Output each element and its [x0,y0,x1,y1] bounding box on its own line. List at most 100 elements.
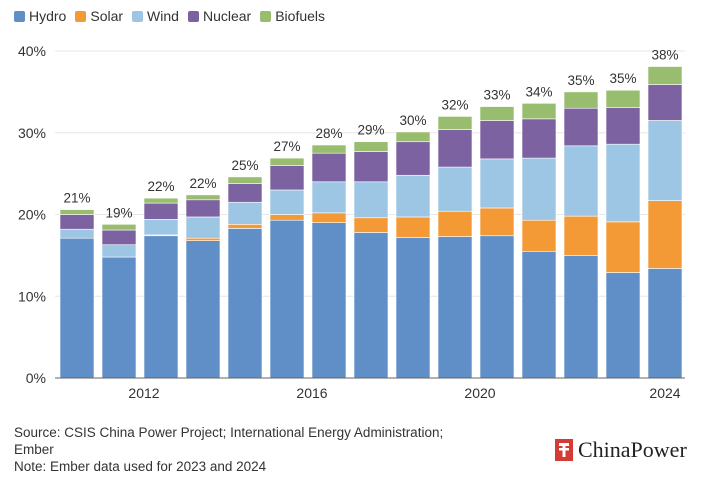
bar-total-label: 22% [189,176,216,191]
bar-segment-hydro [521,250,557,379]
y-tick-label: 10% [18,288,46,304]
bar-segment-biofuels [269,157,305,166]
bar-segment-wind [269,189,305,215]
bar-segment-nuclear [563,107,599,147]
bar-segment-wind [395,174,431,218]
bar-segment-nuclear [353,151,389,183]
bar-stack-2011 [101,224,137,379]
legend-label: Wind [147,8,179,24]
source-line-2: Ember [14,442,54,457]
bar-segment-wind [437,166,473,212]
bar-total-labels: 21% 19% 22% 22% 25% 27% 28% 29% 30% 32% 33% 34% 35% 3… [63,48,678,221]
bar-segment-hydro [395,237,431,379]
bar-segment-wind [563,145,599,217]
bar-segment-solar [521,219,557,252]
bar-segment-biofuels [185,194,221,201]
legend-item-solar: Solar [75,8,123,24]
bar-stack-2012 [143,197,179,379]
bar-total-label: 19% [105,205,132,220]
source-line-1: Source: CSIS China Power Project; Intern… [14,425,444,440]
bar-segment-hydro [101,256,137,379]
bar-stack-2014 [227,176,263,379]
bar-segment-biofuels [353,141,389,152]
bar-segment-biofuels [101,224,137,231]
bar-segment-hydro [185,240,221,379]
bar-segment-hydro [59,237,95,379]
logo-text: ChinaPower [578,437,687,462]
bar-stack-2023 [605,89,641,379]
bar-segment-hydro [605,272,641,379]
legend-label: Nuclear [202,8,252,24]
bar-segment-nuclear [269,165,305,191]
bar-segment-hydro [353,232,389,379]
bar-segment-hydro [227,228,263,379]
bar-segment-nuclear [311,152,347,183]
bar-stack-2024 [647,66,683,379]
bar-segment-wind [479,158,515,209]
bar-stack-2016 [311,144,347,379]
bar-segment-biofuels [227,176,263,184]
y-tick-label: 20% [18,207,46,223]
bar-total-label: 34% [525,84,552,99]
bar-segment-biofuels [143,197,179,204]
bar-segment-wind [311,181,347,214]
bar-segment-biofuels [311,144,347,154]
bar-segment-biofuels [395,131,431,143]
bar-total-label: 22% [147,179,174,194]
bar-segment-nuclear [647,84,683,121]
bar-total-label: 35% [567,73,594,88]
bar-segment-hydro [311,222,347,379]
x-tick-label: 2016 [296,385,327,401]
bar-stack-2010 [59,209,95,379]
legend-swatch [75,10,87,22]
bar-total-label: 33% [483,88,510,103]
x-tick-label: 2024 [649,385,680,401]
bar-segment-hydro [269,219,305,379]
chinapower-logo-icon [555,439,573,461]
bar-segment-wind [353,181,389,219]
bar-stack-2018 [395,131,431,379]
y-tick-label: 40% [18,43,46,59]
legend-item-hydro: Hydro [14,8,66,24]
bar-segment-wind [521,157,557,221]
bar-segment-nuclear [521,118,557,159]
bar-total-label: 27% [273,139,300,154]
bars [59,66,683,379]
bar-segment-solar [227,224,263,229]
bar-segment-biofuels [647,66,683,85]
bar-segment-wind [647,120,683,201]
legend-label: Solar [90,8,124,24]
bar-segment-solar [353,217,389,233]
bar-total-label: 38% [651,48,678,63]
y-axis-tick-labels: 0% 10% 20% 30% 40% [18,43,46,386]
chart-legend: Hydro Solar Wind Nuclear Biofuels [14,6,334,26]
bar-segment-hydro [143,235,179,379]
bar-total-label: 32% [441,97,468,112]
bar-stack-2022 [563,91,599,379]
bar-segment-biofuels [521,103,557,120]
bar-total-label: 29% [357,123,384,138]
bar-total-label: 28% [315,126,342,141]
chinapower-logo: ChinaPower [555,437,687,463]
legend-swatch [14,10,25,22]
bar-segment-solar [395,216,431,238]
bar-segment-solar [563,215,599,256]
bar-segment-nuclear [605,107,641,145]
bar-segment-wind [59,228,95,239]
bar-stack-2019 [437,116,473,379]
bar-segment-nuclear [143,202,179,220]
y-tick-label: 30% [18,125,46,141]
legend-item-nuclear: Nuclear [187,8,252,24]
legend-item-biofuels: Biofuels [260,8,325,24]
bar-segment-hydro [479,235,515,379]
bar-segment-nuclear [395,141,431,176]
bar-segment-nuclear [101,229,137,246]
bar-stack-2020 [479,106,515,379]
bar-segment-nuclear [479,120,515,160]
bar-segment-hydro [563,255,599,379]
bar-segment-nuclear [185,199,221,218]
x-axis-tick-labels: 2012 2016 2020 2024 [128,385,680,401]
bar-segment-nuclear [227,183,263,203]
bar-segment-biofuels [605,89,641,108]
bar-segment-biofuels [437,116,473,130]
